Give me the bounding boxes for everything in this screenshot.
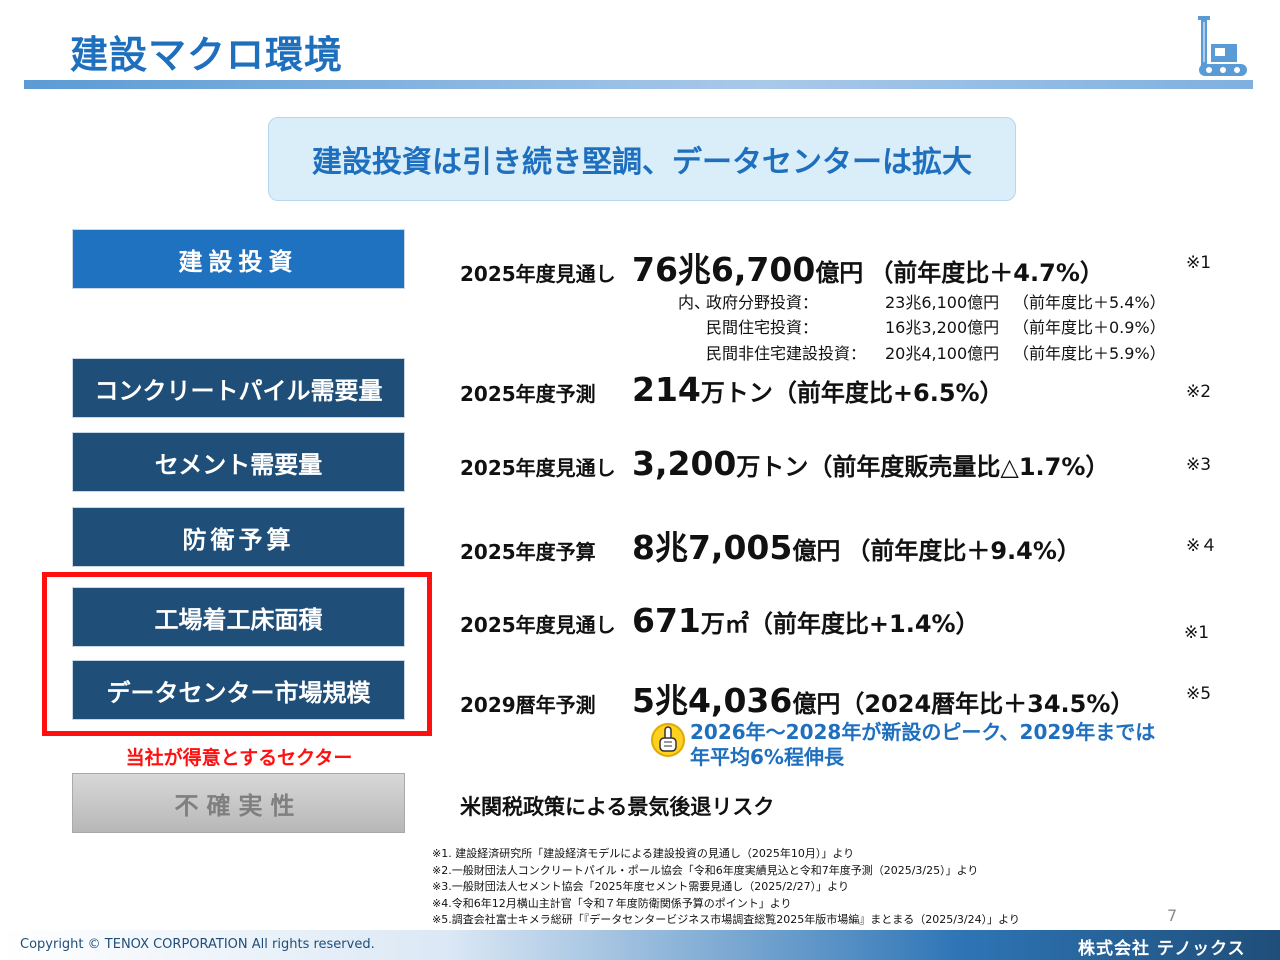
datacenter-note-line1: 2026年～2028年が新設のピーク、2029年までは [690, 720, 1156, 744]
footnote: ※5.調査会社富士キメラ総研「『データセンタービジネス市場調査総覧2025年版市… [432, 913, 1020, 926]
row-unit: 万㎡ [700, 610, 749, 638]
row-unit: 億円 [792, 537, 841, 565]
breakdown-change: （前年度比＋5.4%） [1013, 293, 1166, 312]
row-value: 214 [632, 370, 701, 409]
row-value: 8兆7,005 [632, 528, 793, 567]
crane-logo-icon [1195, 14, 1255, 80]
footnote: ※1. 建設経済研究所「建設経済モデルによる建設投資の見通し（2025年10月）… [432, 847, 855, 860]
highlight-frame [42, 572, 432, 736]
breakdown-amount: 20兆4,100億円 [885, 344, 1000, 363]
row-defense: 2025年度予算 8兆7,005 億円 （前年度比＋9.4%） [460, 521, 1081, 569]
row-concrete-pile: 2025年度予測 214 万トン （前年度比+6.5%） [460, 370, 1004, 409]
breakdown-prefix: 内、 [678, 293, 711, 312]
row-change: （前年度販売量比△1.7%） [808, 453, 1110, 481]
tag-defense-budget: 防衛予算 [72, 507, 405, 567]
footnote: ※2.一般財団法人コンクリートパイル・ポール協会「令和6年度実績見込と令和7年度… [432, 863, 979, 877]
row-note: ※3 [1186, 455, 1212, 475]
tag-datacenter-market: データセンター市場規模 [72, 660, 405, 720]
row-change: （2024暦年比＋34.5%） [840, 690, 1135, 718]
row-label: 2025年度見通し [460, 456, 616, 480]
tag-factory-floor-area: 工場着工床面積 [72, 587, 405, 647]
row-unit: 億円 [792, 690, 841, 718]
row-note: ※2 [1186, 382, 1212, 402]
row-label: 2029暦年予測 [460, 693, 596, 717]
row-cement: 2025年度見通し 3,200 万トン （前年度販売量比△1.7%） [460, 444, 1109, 483]
row-datacenter: 2029暦年予測 5兆4,036 億円 （2024暦年比＋34.5%） [460, 674, 1134, 722]
tag-cement-demand: セメント需要量 [72, 432, 405, 492]
row-unit: 億円 [815, 259, 864, 287]
row-value: 5兆4,036 [632, 681, 793, 720]
title-underline [24, 80, 1253, 89]
row-change: （前年度比＋4.7%） [869, 259, 1104, 287]
breakdown-amount: 16兆3,200億円 [885, 318, 1000, 337]
footer-bar [0, 930, 1280, 960]
row-note: ※1 [1184, 623, 1210, 643]
page-number: 7 [1167, 906, 1178, 925]
headline-banner: 建設投資は引き続き堅調、データセンターは拡大 [268, 117, 1016, 201]
pointing-hand-icon [650, 722, 686, 758]
row-note: ※1 [1186, 253, 1212, 273]
breakdown-name: 政府分野投資： [706, 293, 819, 312]
row-value: 3,200 [632, 444, 737, 483]
row-note: ※４ [1186, 536, 1218, 556]
tag-construction-investment: 建設投資 [72, 229, 405, 289]
row-label: 2025年度見通し [460, 613, 616, 637]
row-label: 2025年度見通し [460, 262, 616, 286]
company-logo-text: 株式会社 テノックス [1078, 939, 1246, 959]
tag-concrete-pile-demand: コンクリートパイル需要量 [72, 358, 405, 418]
breakdown-name: 民間非住宅建設投資： [706, 344, 867, 363]
tag-uncertainty: 不確実性 [72, 773, 405, 833]
row-label: 2025年度予測 [460, 382, 596, 406]
row-factory-floor: 2025年度見通し 671 万㎡ （前年度比+1.4%） [460, 601, 980, 640]
copyright-text: Copyright © TENOX CORPORATION All rights… [20, 937, 375, 952]
uncertainty-text: 米関税政策による景気後退リスク [460, 795, 775, 819]
footnotes: ※1. 建設経済研究所「建設経済モデルによる建設投資の見通し（2025年10月）… [432, 846, 1020, 929]
footnote: ※3.一般財団法人セメント協会「2025年度セメント需要見通し（2025/2/2… [432, 880, 849, 893]
datacenter-note-line2: 年平均6%程伸長 [690, 745, 844, 769]
footnote: ※4.令和6年12月横山主計官「令和７年度防衛関係予算のポイント」より [432, 896, 792, 910]
row-value: 671 [632, 601, 701, 640]
breakdown-name: 民間住宅投資： [706, 318, 819, 337]
row-change: （前年度比＋9.4%） [846, 537, 1081, 565]
row-label: 2025年度予算 [460, 540, 596, 564]
row-unit: 万トン [736, 453, 809, 481]
breakdown-change: （前年度比＋5.9%） [1013, 344, 1166, 363]
row-change: （前年度比+1.4%） [748, 610, 980, 638]
row-note: ※5 [1186, 684, 1212, 704]
row-construction-investment: 2025年度見通し 76兆6,700 億円 （前年度比＋4.7%） [460, 243, 1104, 291]
highlight-label: 当社が得意とするセクター [125, 747, 353, 769]
breakdown-change: （前年度比＋0.9%） [1013, 318, 1166, 337]
page-title: 建設マクロ環境 [70, 33, 344, 77]
row-unit: 万トン [700, 379, 773, 407]
breakdown-amount: 23兆6,100億円 [885, 293, 1000, 312]
row-value: 76兆6,700 [632, 250, 816, 289]
row-change: （前年度比+6.5%） [772, 379, 1004, 407]
datacenter-note: 2026年～2028年が新設のピーク、2029年までは 年平均6%程伸長 [690, 720, 1155, 770]
